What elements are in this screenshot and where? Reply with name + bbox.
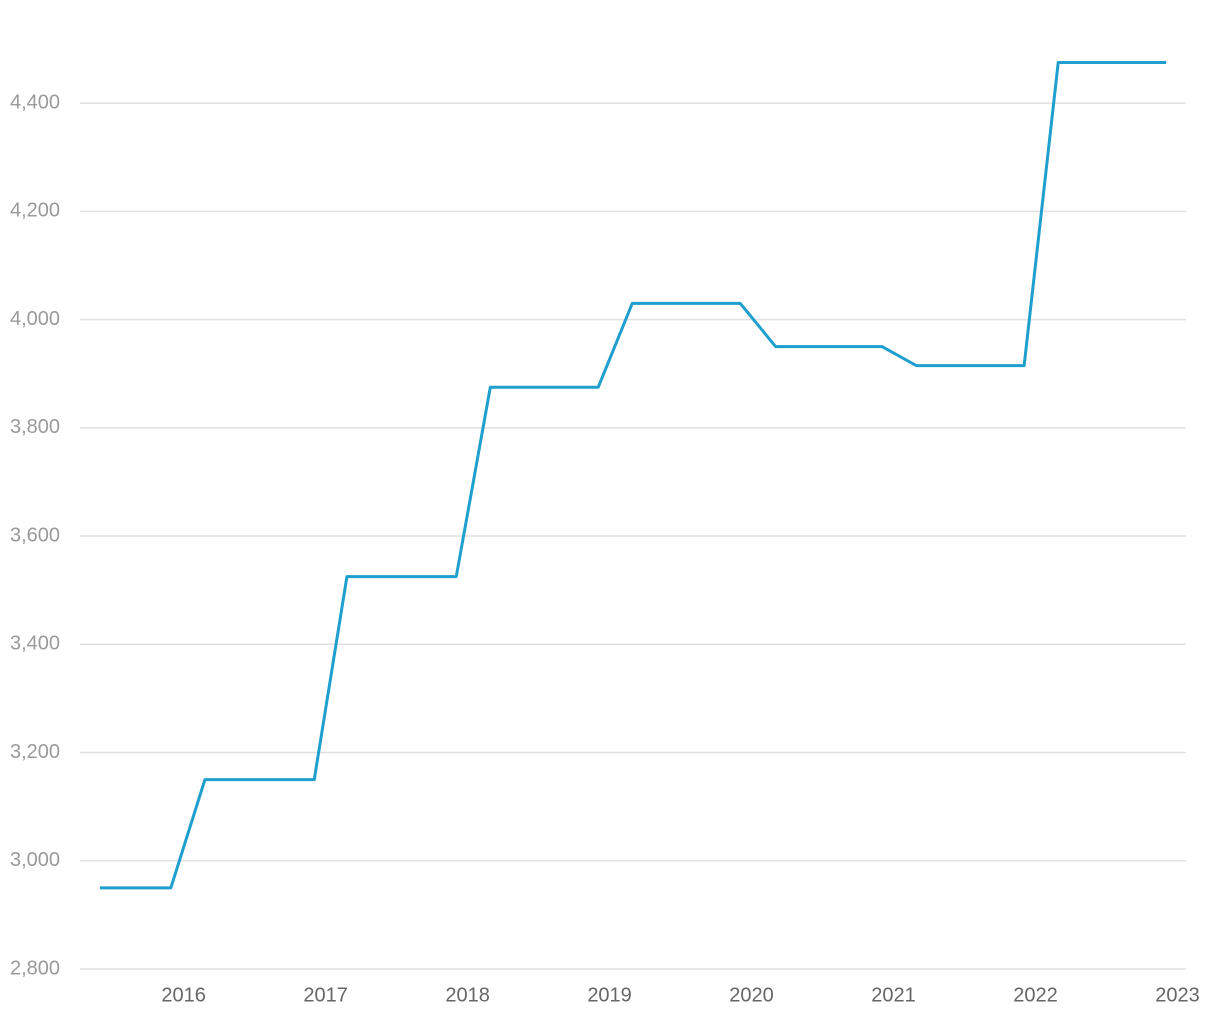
y-tick-label: 4,000	[10, 308, 60, 330]
y-tick-label: 4,200	[10, 200, 60, 222]
x-tick-label: 2023	[1155, 984, 1200, 1006]
x-tick-label: 2021	[871, 984, 916, 1006]
x-tick-label: 2020	[729, 984, 774, 1006]
y-tick-label: 3,400	[10, 633, 60, 655]
x-tick-label: 2016	[161, 984, 206, 1006]
y-tick-label: 3,800	[10, 416, 60, 438]
x-tick-label: 2017	[303, 984, 348, 1006]
y-tick-label: 3,600	[10, 524, 60, 546]
x-tick-label: 2018	[445, 984, 490, 1006]
y-tick-label: 4,400	[10, 91, 60, 113]
y-tick-label: 2,800	[10, 957, 60, 979]
y-tick-label: 3,000	[10, 849, 60, 871]
y-tick-label: 3,200	[10, 741, 60, 763]
x-tick-label: 2022	[1013, 984, 1058, 1006]
x-tick-label: 2019	[587, 984, 632, 1006]
line	[99, 61, 1167, 890]
